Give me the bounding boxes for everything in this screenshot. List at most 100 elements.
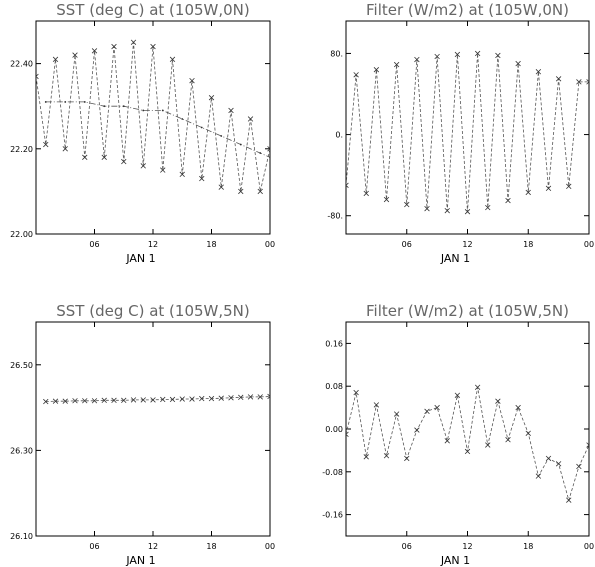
data-point xyxy=(566,183,572,190)
data-point xyxy=(525,189,531,196)
data-point xyxy=(101,154,107,161)
data-point xyxy=(464,209,471,215)
series-1 xyxy=(36,39,270,195)
data-point xyxy=(267,393,270,400)
data-point xyxy=(363,190,369,197)
x-tick-label: 00 xyxy=(584,240,594,249)
series-line xyxy=(346,53,589,212)
chart-title: Filter (W/m2) at (105W,0N) xyxy=(366,1,569,19)
data-point xyxy=(586,79,589,85)
data-point xyxy=(72,52,78,58)
y-tick-label: 26.50 xyxy=(10,361,33,370)
data-point xyxy=(103,105,106,108)
y-tick-label: 22.20 xyxy=(10,145,33,154)
data-point xyxy=(434,404,440,411)
x-tick-label: 12 xyxy=(462,542,472,551)
data-point xyxy=(353,72,359,78)
data-point xyxy=(495,52,501,59)
y-tick-label: -0.16 xyxy=(322,511,343,520)
data-point xyxy=(373,67,380,73)
data-point xyxy=(576,463,582,470)
data-point xyxy=(454,392,461,398)
y-tick-label: 0.08 xyxy=(325,382,343,391)
data-point xyxy=(576,79,582,85)
data-point xyxy=(454,51,461,58)
series-1 xyxy=(43,393,270,405)
x-tick-label: 00 xyxy=(265,240,275,249)
series-2 xyxy=(44,101,270,159)
data-point xyxy=(414,427,420,433)
series-1 xyxy=(346,50,589,215)
data-point xyxy=(228,395,234,401)
data-point xyxy=(161,109,164,112)
data-point xyxy=(91,398,98,404)
data-point xyxy=(150,43,156,50)
data-point xyxy=(121,158,127,165)
data-point xyxy=(220,135,223,137)
data-point xyxy=(199,395,205,402)
data-point xyxy=(393,61,400,68)
x-axis-label: JAN 1 xyxy=(125,554,155,567)
x-axis-label: JAN 1 xyxy=(440,554,470,567)
data-point xyxy=(208,395,215,402)
data-point xyxy=(160,167,166,173)
chart-panel-4: Filter (W/m2) at (105W,5N) 06 12 18 00 JAN 1 -… xyxy=(322,302,594,567)
data-point xyxy=(404,201,410,208)
y-tick-label: -0.08 xyxy=(322,468,343,477)
chart-panel-2: Filter (W/m2) at (105W,0N) 06 12 18 00 JAN 1 -… xyxy=(327,1,594,265)
y-tick-label: 0.16 xyxy=(325,339,343,348)
data-point xyxy=(200,126,203,129)
data-point xyxy=(525,430,531,436)
x-tick-label: 06 xyxy=(89,542,99,551)
data-point xyxy=(444,207,450,214)
data-point xyxy=(424,205,430,212)
chart-panel-1: SST (deg C) at (105W,0N) 06 12 18 00 JAN 1 22.… xyxy=(10,1,275,265)
data-point xyxy=(383,196,390,203)
x-tick-label: 06 xyxy=(402,542,412,551)
data-point xyxy=(269,156,270,159)
data-point xyxy=(179,171,185,178)
x-tick-label: 06 xyxy=(402,240,412,249)
data-point xyxy=(515,404,521,411)
data-point xyxy=(169,396,176,403)
data-point xyxy=(36,73,39,80)
data-point xyxy=(267,146,270,152)
data-point xyxy=(383,453,390,459)
data-point xyxy=(101,397,107,404)
data-point xyxy=(43,141,49,148)
data-point xyxy=(485,204,491,211)
data-point xyxy=(82,398,88,404)
data-point xyxy=(82,154,88,161)
data-point xyxy=(353,389,359,396)
x-tick-label: 18 xyxy=(523,240,533,249)
data-point xyxy=(545,455,552,462)
chart-title: SST (deg C) at (105W,0N) xyxy=(56,1,250,19)
series-1 xyxy=(346,384,589,503)
data-point xyxy=(404,455,410,462)
y-tick-label: 26.30 xyxy=(10,446,33,455)
chart-panel-3: SST (deg C) at (105W,5N) 06 12 18 00 JAN 1 26.… xyxy=(10,302,275,567)
data-point xyxy=(111,43,117,50)
data-point xyxy=(238,188,244,195)
data-point xyxy=(535,69,542,75)
series-line xyxy=(346,387,589,502)
x-tick-label: 12 xyxy=(148,240,158,249)
data-point xyxy=(505,437,511,443)
data-point xyxy=(238,394,244,401)
data-point xyxy=(43,398,49,405)
data-point xyxy=(52,56,59,63)
data-point xyxy=(52,398,59,404)
data-point xyxy=(179,396,185,402)
chart-title: Filter (W/m2) at (105W,5N) xyxy=(366,302,569,320)
x-tick-label: 06 xyxy=(89,240,99,249)
x-tick-label: 00 xyxy=(584,542,594,551)
plot-frame xyxy=(345,321,590,537)
y-tick-label: 0.00 xyxy=(325,425,343,434)
series-line xyxy=(36,42,270,192)
series-line xyxy=(45,396,270,402)
data-point xyxy=(555,461,562,467)
plot-frame xyxy=(345,20,590,235)
data-point xyxy=(257,188,263,195)
x-tick-label: 12 xyxy=(462,240,472,249)
